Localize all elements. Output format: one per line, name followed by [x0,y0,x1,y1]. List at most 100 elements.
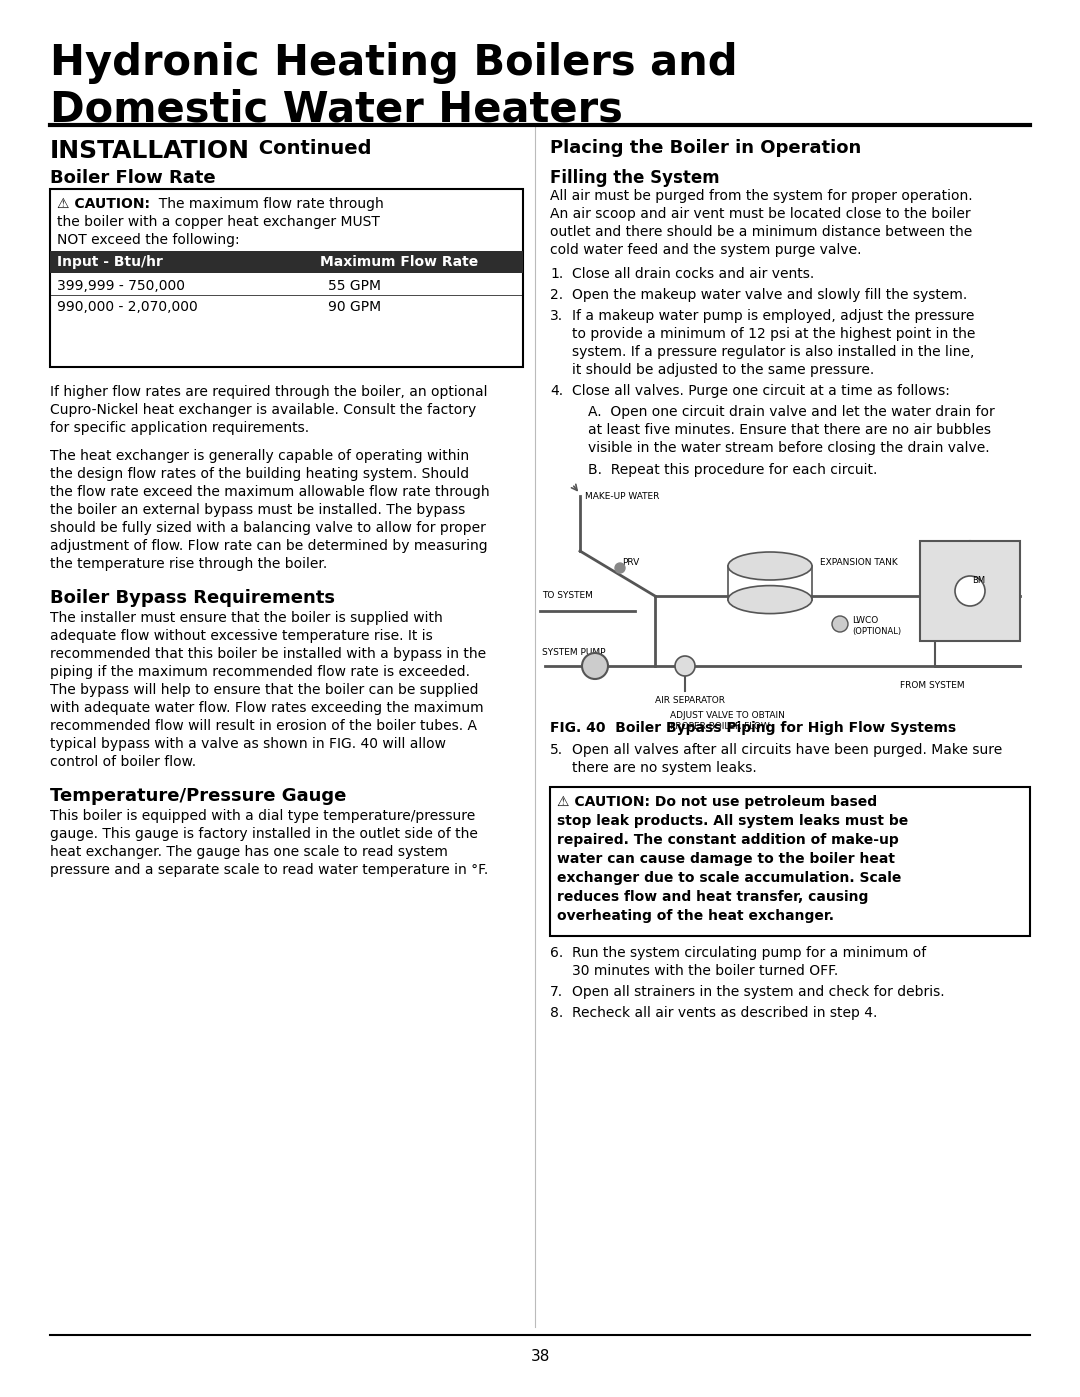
Bar [540,490,1030,711]
Text: the flow rate exceed the maximum allowable flow rate through: the flow rate exceed the maximum allowab… [50,485,489,499]
Text: at least five minutes. Ensure that there are no air bubbles: at least five minutes. Ensure that there… [588,423,991,437]
Text: the boiler an external bypass must be installed. The bypass: the boiler an external bypass must be in… [50,503,465,517]
Text: 7.: 7. [550,985,563,999]
Text: Cupro-Nickel heat exchanger is available. Consult the factory: Cupro-Nickel heat exchanger is available… [50,402,476,416]
Text: 38: 38 [530,1350,550,1363]
Text: system. If a pressure regulator is also installed in the line,: system. If a pressure regulator is also … [572,345,974,359]
Text: it should be adjusted to the same pressure.: it should be adjusted to the same pressu… [572,363,874,377]
Text: control of boiler flow.: control of boiler flow. [50,754,197,768]
Text: there are no system leaks.: there are no system leaks. [572,761,757,775]
Text: 399,999 - 750,000: 399,999 - 750,000 [57,279,185,293]
Bar [920,541,1020,641]
Circle shape [582,652,608,679]
Text: Open all strainers in the system and check for debris.: Open all strainers in the system and che… [572,985,945,999]
Text: visible in the water stream before closing the drain valve.: visible in the water stream before closi… [588,441,989,455]
Text: If higher flow rates are required through the boiler, an optional: If higher flow rates are required throug… [50,386,487,400]
Text: recommended that this boiler be installed with a bypass in the: recommended that this boiler be installe… [50,647,486,661]
Text: Continued: Continued [252,138,372,158]
Text: If a makeup water pump is employed, adjust the pressure: If a makeup water pump is employed, adju… [572,309,974,323]
Text: FIG. 40  Boiler Bypass Piping for High Flow Systems: FIG. 40 Boiler Bypass Piping for High Fl… [550,721,956,735]
Text: Temperature/Pressure Gauge: Temperature/Pressure Gauge [50,787,347,805]
Text: the boiler with a copper heat exchanger MUST: the boiler with a copper heat exchanger … [57,215,380,229]
Text: Recheck all air vents as described in step 4.: Recheck all air vents as described in st… [572,1006,877,1020]
Text: Boiler Bypass Requirements: Boiler Bypass Requirements [50,590,335,608]
Text: 4.: 4. [550,384,563,398]
Text: Close all drain cocks and air vents.: Close all drain cocks and air vents. [572,267,814,281]
Text: typical bypass with a valve as shown in FIG. 40 will allow: typical bypass with a valve as shown in … [50,738,446,752]
Text: Run the system circulating pump for a minimum of: Run the system circulating pump for a mi… [572,946,927,960]
Text: TO SYSTEM: TO SYSTEM [542,591,593,599]
Text: 55 GPM: 55 GPM [328,279,381,293]
Text: heat exchanger. The gauge has one scale to read system: heat exchanger. The gauge has one scale … [50,845,448,859]
Text: PROPER BOILER FLOW: PROPER BOILER FLOW [670,722,770,731]
Text: Open the makeup water valve and slowly fill the system.: Open the makeup water valve and slowly f… [572,288,968,302]
Ellipse shape [728,585,812,613]
Text: piping if the maximum recommended flow rate is exceeded.: piping if the maximum recommended flow r… [50,665,470,679]
Text: adjustment of flow. Flow rate can be determined by measuring: adjustment of flow. Flow rate can be det… [50,539,488,553]
Text: The bypass will help to ensure that the boiler can be supplied: The bypass will help to ensure that the … [50,683,478,697]
Text: 1.: 1. [550,267,564,281]
Text: water can cause damage to the boiler heat: water can cause damage to the boiler hea… [557,852,895,866]
Text: LWCO: LWCO [852,616,878,624]
Bar [550,787,1030,936]
Text: The heat exchanger is generally capable of operating within: The heat exchanger is generally capable … [50,448,469,462]
Text: recommended flow will result in erosion of the boiler tubes. A: recommended flow will result in erosion … [50,719,477,733]
Text: FROM SYSTEM: FROM SYSTEM [900,680,964,690]
Text: 3.: 3. [550,309,563,323]
Circle shape [675,657,696,676]
Text: The maximum flow rate through: The maximum flow rate through [150,197,383,211]
Text: INSTALLATION: INSTALLATION [50,138,249,163]
Text: adequate flow without excessive temperature rise. It is: adequate flow without excessive temperat… [50,629,433,643]
Bar [50,189,523,367]
Text: ADJUST VALVE TO OBTAIN: ADJUST VALVE TO OBTAIN [670,711,785,719]
Text: repaired. The constant addition of make-up: repaired. The constant addition of make-… [557,833,899,847]
Text: The installer must ensure that the boiler is supplied with: The installer must ensure that the boile… [50,610,443,624]
Text: exchanger due to scale accumulation. Scale: exchanger due to scale accumulation. Sca… [557,870,902,886]
Text: Close all valves. Purge one circuit at a time as follows:: Close all valves. Purge one circuit at a… [572,384,950,398]
Text: with adequate water flow. Flow rates exceeding the maximum: with adequate water flow. Flow rates exc… [50,701,484,715]
Text: Filling the System: Filling the System [550,169,719,187]
Text: All air must be purged from the system for proper operation.: All air must be purged from the system f… [550,189,973,203]
Text: Input - Btu/hr: Input - Btu/hr [57,256,163,270]
Text: BM: BM [972,576,985,585]
Text: to provide a minimum of 12 psi at the highest point in the: to provide a minimum of 12 psi at the hi… [572,327,975,341]
Text: Boiler Flow Rate: Boiler Flow Rate [50,169,216,187]
Text: for specific application requirements.: for specific application requirements. [50,420,309,434]
Text: Domestic Water Heaters: Domestic Water Heaters [50,89,623,131]
Text: 30 minutes with the boiler turned OFF.: 30 minutes with the boiler turned OFF. [572,964,838,978]
Text: ⚠ CAUTION: Do not use petroleum based: ⚠ CAUTION: Do not use petroleum based [557,795,877,809]
Circle shape [955,576,985,606]
Text: reduces flow and heat transfer, causing: reduces flow and heat transfer, causing [557,890,868,904]
Circle shape [615,563,625,573]
Text: (OPTIONAL): (OPTIONAL) [852,627,901,636]
Text: SYSTEM PUMP: SYSTEM PUMP [542,648,606,657]
Text: An air scoop and air vent must be located close to the boiler: An air scoop and air vent must be locate… [550,207,971,221]
Text: PRV: PRV [622,557,639,567]
Text: EXPANSION TANK: EXPANSION TANK [820,557,897,567]
Text: Placing the Boiler in Operation: Placing the Boiler in Operation [550,138,861,156]
Text: gauge. This gauge is factory installed in the outlet side of the: gauge. This gauge is factory installed i… [50,827,477,841]
Text: A.  Open one circuit drain valve and let the water drain for: A. Open one circuit drain valve and let … [588,405,995,419]
Text: Maximum Flow Rate: Maximum Flow Rate [320,256,478,270]
Text: 8.: 8. [550,1006,564,1020]
Text: AIR SEPARATOR: AIR SEPARATOR [654,696,725,705]
Text: Open all valves after all circuits have been purged. Make sure: Open all valves after all circuits have … [572,743,1002,757]
Text: 90 GPM: 90 GPM [328,300,381,314]
Text: This boiler is equipped with a dial type temperature/pressure: This boiler is equipped with a dial type… [50,809,475,823]
Text: cold water feed and the system purge valve.: cold water feed and the system purge val… [550,243,862,257]
Text: the temperature rise through the boiler.: the temperature rise through the boiler. [50,557,327,571]
Bar [50,251,523,272]
Text: outlet and there should be a minimum distance between the: outlet and there should be a minimum dis… [550,225,972,239]
Text: Hydronic Heating Boilers and: Hydronic Heating Boilers and [50,42,738,84]
Text: the design flow rates of the building heating system. Should: the design flow rates of the building he… [50,467,469,481]
Text: 5.: 5. [550,743,563,757]
Text: 2.: 2. [550,288,563,302]
Text: pressure and a separate scale to read water temperature in °F.: pressure and a separate scale to read wa… [50,863,488,877]
Text: 6.: 6. [550,946,564,960]
Text: MAKE-UP WATER: MAKE-UP WATER [585,492,660,502]
Text: ⚠ CAUTION:: ⚠ CAUTION: [57,197,150,211]
Text: B.  Repeat this procedure for each circuit.: B. Repeat this procedure for each circui… [588,462,877,476]
Text: stop leak products. All system leaks must be: stop leak products. All system leaks mus… [557,814,908,828]
Text: overheating of the heat exchanger.: overheating of the heat exchanger. [557,909,834,923]
Circle shape [832,616,848,631]
